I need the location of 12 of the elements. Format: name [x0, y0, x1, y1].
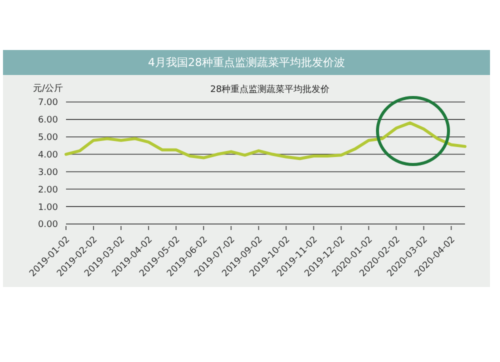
- chart-title: 4月我国28种重点监测蔬菜平均批发价波: [3, 50, 490, 75]
- y-tick-label: 1.00: [38, 202, 58, 213]
- y-tick-label: 4.00: [38, 150, 58, 160]
- y-tick-label: 6.00: [38, 116, 58, 126]
- y-tick-label: 3.00: [38, 168, 58, 178]
- y-tick-label: 5.00: [38, 133, 58, 144]
- chart-subtitle: 28种重点监测蔬菜平均批发价: [210, 85, 330, 95]
- y-tick-label: 2.00: [38, 185, 58, 196]
- y-axis-title: 元/公斤: [33, 82, 64, 95]
- y-tick-label: 0.00: [38, 220, 58, 230]
- y-tick-label: 7.00: [38, 98, 58, 108]
- line-series: [64, 121, 466, 160]
